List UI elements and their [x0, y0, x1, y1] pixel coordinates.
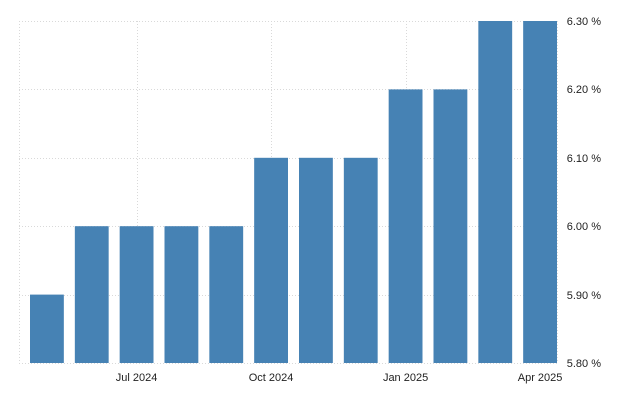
y-tick-label: 6.20 % [567, 84, 601, 96]
x-axis-labels: Jul 2024 Oct 2024 Jan 2025 Apr 2025 [116, 372, 563, 384]
y-tick-label: 6.30 % [567, 16, 601, 28]
bar-2025-04 [523, 21, 557, 363]
bar-2025-01 [388, 89, 423, 364]
bar-2024-09 [209, 226, 244, 363]
bars-layer [30, 21, 557, 364]
y-tick-label: 6.00 % [567, 221, 601, 233]
x-tick-label: Apr 2025 [518, 372, 563, 384]
x-tick-label: Jul 2024 [116, 372, 158, 384]
bar-2024-05 [30, 294, 64, 363]
bar-2024-08 [164, 226, 199, 363]
bar-2024-12 [343, 157, 378, 363]
y-tick-label: 5.90 % [567, 290, 601, 302]
y-axis-labels: 5.80 % 5.90 % 6.00 % 6.10 % 6.20 % 6.30 % [567, 16, 601, 370]
bar-2025-03 [478, 21, 513, 363]
x-tick-label: Oct 2024 [249, 372, 294, 384]
y-tick-label: 5.80 % [567, 358, 601, 370]
bar-2024-10 [254, 157, 288, 363]
bar-2024-11 [299, 157, 333, 363]
y-tick-label: 6.10 % [567, 153, 601, 165]
bar-2024-06 [74, 226, 109, 363]
bar-2024-07 [119, 226, 154, 363]
bar-2025-02 [433, 89, 468, 364]
x-tick-label: Jan 2025 [383, 372, 428, 384]
